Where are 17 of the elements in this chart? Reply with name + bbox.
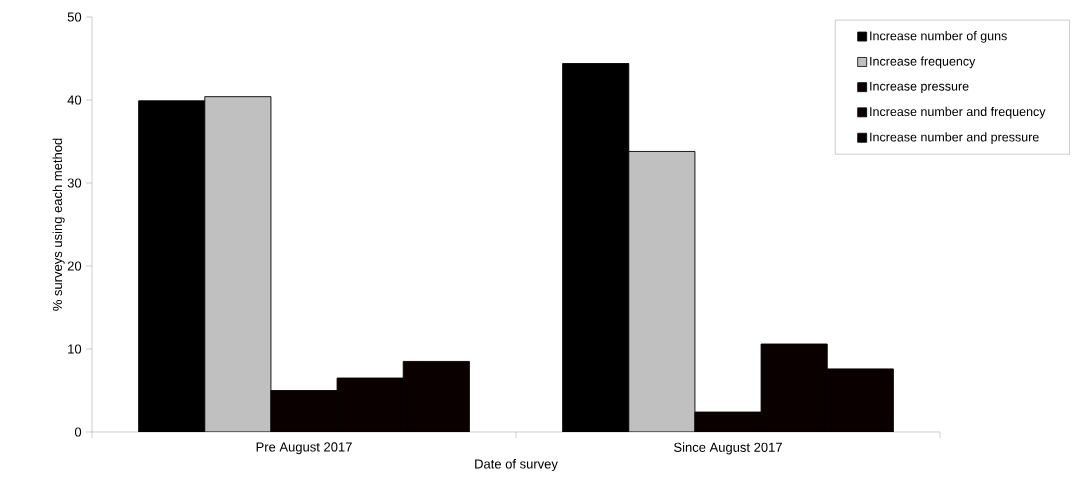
legend-label: Increase number of guns [870, 31, 1007, 43]
y-tick-label: 0 [74, 427, 82, 437]
y-axis-title: % surveys using each method [52, 138, 65, 311]
y-tick-label: 20 [67, 261, 82, 271]
legend-label: Increase number and pressure [870, 132, 1039, 144]
y-tick-label: 10 [68, 344, 82, 354]
x-tick-label: Pre August 2017 [256, 442, 352, 455]
y-tick-label: 40 [67, 95, 82, 105]
legend-label: Increase frequency [870, 56, 976, 69]
legend-label: Increase pressure [870, 81, 969, 94]
x-tick-label: Since August 2017 [674, 442, 782, 455]
y-tick-label: 30 [67, 178, 82, 188]
bar [204, 96, 272, 432]
y-tick-label: 50 [67, 12, 82, 22]
bar [628, 151, 696, 432]
legend-label: Increase number and frequency [870, 106, 1046, 119]
x-axis-title: Date of survey [475, 459, 558, 472]
